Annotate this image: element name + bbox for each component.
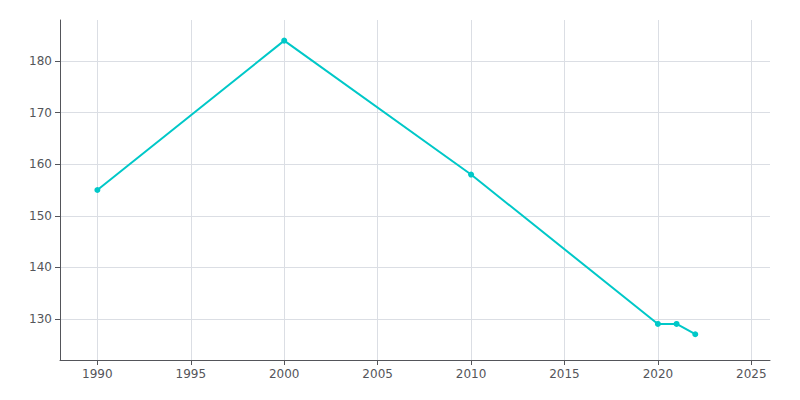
svg-text:130: 130 — [29, 312, 52, 326]
svg-text:140: 140 — [29, 260, 52, 274]
svg-text:2000: 2000 — [269, 367, 300, 381]
svg-text:1990: 1990 — [82, 367, 113, 381]
svg-text:2015: 2015 — [549, 367, 580, 381]
svg-text:170: 170 — [29, 106, 52, 120]
svg-text:150: 150 — [29, 209, 52, 223]
svg-text:2025: 2025 — [736, 367, 767, 381]
svg-text:1995: 1995 — [176, 367, 207, 381]
svg-text:2010: 2010 — [456, 367, 487, 381]
svg-text:160: 160 — [29, 157, 52, 171]
svg-text:180: 180 — [29, 54, 52, 68]
svg-text:2005: 2005 — [362, 367, 393, 381]
svg-text:2020: 2020 — [643, 367, 674, 381]
